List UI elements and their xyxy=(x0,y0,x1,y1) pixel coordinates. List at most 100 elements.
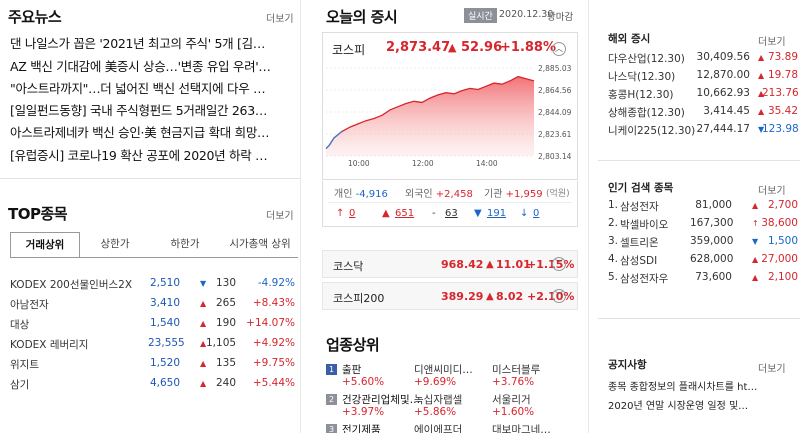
tab-lower-limit[interactable]: 하한가 xyxy=(170,238,200,250)
stock-change: 1,105 xyxy=(206,337,237,349)
breadth-value[interactable]: 651 xyxy=(395,208,415,219)
notice-item[interactable]: 종목 종합정보의 플래시차트를 ht… xyxy=(608,382,758,393)
overseas-row[interactable]: 홍콩H(12.30) 10,662.93 ▲ 213.76 xyxy=(608,87,799,104)
popular-change: 38,600 xyxy=(761,217,798,229)
kospi200-row[interactable]: 코스피200 389.29 ▲ 8.02 +2.10% xyxy=(322,282,578,310)
popular-change: 27,000 xyxy=(761,253,798,265)
tab-market-cap-top[interactable]: 시가총액 상위 xyxy=(229,238,291,250)
investor-foreign: 외국인 +2,458 xyxy=(405,185,473,200)
stock-row[interactable]: KODEX 200선물인버스2X 2,510 ▼ 130 -4.92% xyxy=(10,277,300,297)
stock-row[interactable]: 위지트 1,520 ▲ 135 +9.75% xyxy=(10,357,300,377)
sector-name[interactable]: 출판 xyxy=(342,364,362,376)
stock-change: 135 xyxy=(215,357,236,369)
chart-y-tick: 2,885.03 xyxy=(538,64,572,73)
popular-price: 167,300 xyxy=(690,217,734,229)
stock-arrow: ▲ xyxy=(200,299,207,308)
news-item[interactable]: [유럽증시] 코로나19 확산 공포에 2020년 하락 … xyxy=(10,148,268,163)
sector-stock[interactable]: 에이에프더 xyxy=(414,424,463,433)
divider xyxy=(598,160,800,161)
stock-arrow: ▲ xyxy=(200,339,207,348)
sector-stock[interactable]: 미스터블루 xyxy=(492,364,541,376)
kosdaq-label: 코스닥 xyxy=(333,260,364,273)
investor-individual: 개인 -4,916 xyxy=(334,185,388,200)
stock-rate: +5.44% xyxy=(252,377,295,389)
stock-rate: +14.07% xyxy=(246,317,295,329)
sector-name[interactable]: 건강관리업체및… xyxy=(342,394,421,406)
popular-name: 박셀바이오 xyxy=(620,219,669,231)
popular-rank: 4. xyxy=(608,253,619,265)
expand-icon[interactable]: ﹀ xyxy=(552,257,566,271)
stock-name: KODEX 레버리지 xyxy=(10,339,89,351)
right-column: 해외 증시 더보기 다우산업(12.30) 30,409.56 ▲ 73.89 나스닥(… xyxy=(598,0,800,433)
left-column: 주요뉴스 더보기 댄 나일스가 꼽은 '2021년 최고의 주식' 5개 [김…… xyxy=(0,0,300,433)
popular-change: 1,500 xyxy=(767,235,798,247)
stock-row[interactable]: 대상 1,540 ▲ 190 +14.07% xyxy=(10,317,300,337)
notice-more-link[interactable]: 더보기 xyxy=(758,364,786,375)
chart-x-tick: 10:00 xyxy=(348,159,370,168)
sector-stock[interactable]: 대보마그네… xyxy=(492,424,551,433)
kospi200-rate: +2.10% xyxy=(527,290,575,303)
sector-stock[interactable]: 서울리거 xyxy=(492,394,531,406)
overseas-row[interactable]: 나스닥(12.30) 12,870.00 ▲ 19.78 xyxy=(608,69,798,86)
popular-more-link[interactable]: 더보기 xyxy=(758,186,786,197)
breadth-value[interactable]: 0 xyxy=(533,208,540,219)
news-more-link[interactable]: 더보기 xyxy=(266,14,294,25)
overseas-arrow: ▲ xyxy=(758,107,765,116)
popular-row[interactable]: 5. 삼성전자우 73,600 ▲ 2,100 xyxy=(608,271,798,288)
popular-row[interactable]: 4. 삼성SDI 628,000 ▲ 27,000 xyxy=(608,253,798,270)
collapse-icon[interactable]: ︿ xyxy=(552,42,566,56)
overseas-value: 12,870.00 xyxy=(696,69,750,81)
sector-name[interactable]: 전기제품 xyxy=(342,424,381,433)
kospi200-arrow: ▲ xyxy=(486,291,494,302)
stock-price: 3,410 xyxy=(149,297,180,309)
tab-volume-top[interactable]: 거래상위 xyxy=(10,232,80,258)
divider xyxy=(328,202,572,203)
stock-name: 삼기 xyxy=(10,379,30,391)
stock-arrow: ▲ xyxy=(200,359,207,368)
expand-icon[interactable]: ﹀ xyxy=(552,289,566,303)
news-item[interactable]: AZ 백신 기대감에 美증시 상승…'변종 유입 우려'… xyxy=(10,59,271,74)
news-item[interactable]: 아스트라제네카 백신 승인·美 현금지급 확대 희망… xyxy=(10,125,270,140)
investor-value: +2,458 xyxy=(435,189,473,200)
overseas-value: 30,409.56 xyxy=(696,51,750,63)
sector-stock[interactable]: 디앤씨미디… xyxy=(414,364,473,376)
kosdaq-row[interactable]: 코스닥 968.42 ▲ 11.01 +1.15% xyxy=(322,250,578,278)
stock-change: 240 xyxy=(215,377,236,389)
overseas-row[interactable]: 니케이225(12.30) 27,444.17 ▼ 123.98 xyxy=(608,123,799,140)
top-stocks-more-link[interactable]: 더보기 xyxy=(266,211,294,222)
overseas-more-link[interactable]: 더보기 xyxy=(758,37,786,48)
overseas-value: 10,662.93 xyxy=(696,87,750,99)
popular-name: 삼성SDI xyxy=(620,255,658,267)
stock-price: 2,510 xyxy=(149,277,180,289)
popular-row[interactable]: 2. 박셀바이오 167,300 ↑ 38,600 xyxy=(608,217,798,234)
breadth-value[interactable]: 191 xyxy=(487,208,507,219)
kosdaq-rate: +1.15% xyxy=(527,258,575,271)
sector-rate: +5.60% xyxy=(342,376,385,388)
breadth-value[interactable]: 0 xyxy=(349,208,356,219)
news-item[interactable]: 댄 나일스가 꼽은 '2021년 최고의 주식' 5개 [김… xyxy=(10,36,266,51)
overseas-name: 상해종합(12.30) xyxy=(608,107,685,119)
breadth-value[interactable]: 63 xyxy=(445,208,458,219)
main-news-title: 주요뉴스 xyxy=(8,8,62,26)
sector-rank: 3 xyxy=(326,424,337,433)
stock-row[interactable]: KODEX 레버리지 23,555 ▲ 1,105 +4.92% xyxy=(10,337,300,357)
investor-value: +1,959 xyxy=(505,189,543,200)
overseas-row[interactable]: 상해종합(12.30) 3,414.45 ▲ 35.42 xyxy=(608,105,798,122)
realtime-badge: 실시간 xyxy=(464,8,497,23)
stock-row[interactable]: 삼기 4,650 ▲ 240 +5.44% xyxy=(10,377,300,397)
popular-change: 2,700 xyxy=(767,199,798,211)
kospi-label[interactable]: 코스피 xyxy=(332,43,366,57)
popular-row[interactable]: 1. 삼성전자 81,000 ▲ 2,700 xyxy=(608,199,798,216)
popular-row[interactable]: 3. 셀트리온 359,000 ▼ 1,500 xyxy=(608,235,798,252)
stock-row[interactable]: 아남전자 3,410 ▲ 265 +8.43% xyxy=(10,297,300,317)
tab-upper-limit[interactable]: 상한가 xyxy=(100,238,130,250)
news-item[interactable]: "아스트라까지"…더 넓어진 백신 선택지에 다우 … xyxy=(10,81,266,96)
tab-underline xyxy=(10,257,298,258)
market-title: 오늘의 증시 xyxy=(326,8,398,26)
overseas-row[interactable]: 다우산업(12.30) 30,409.56 ▲ 73.89 xyxy=(608,51,798,68)
notice-item[interactable]: 2020년 연말 시장운영 일정 및… xyxy=(608,401,749,412)
news-item[interactable]: [일일펀드동향] 국내 주식형펀드 5거래일간 263… xyxy=(10,103,268,118)
popular-name: 삼성전자우 xyxy=(620,273,669,285)
sector-stock[interactable]: 녹십자랩셀 xyxy=(414,394,463,406)
stock-price: 23,555 xyxy=(148,337,185,349)
